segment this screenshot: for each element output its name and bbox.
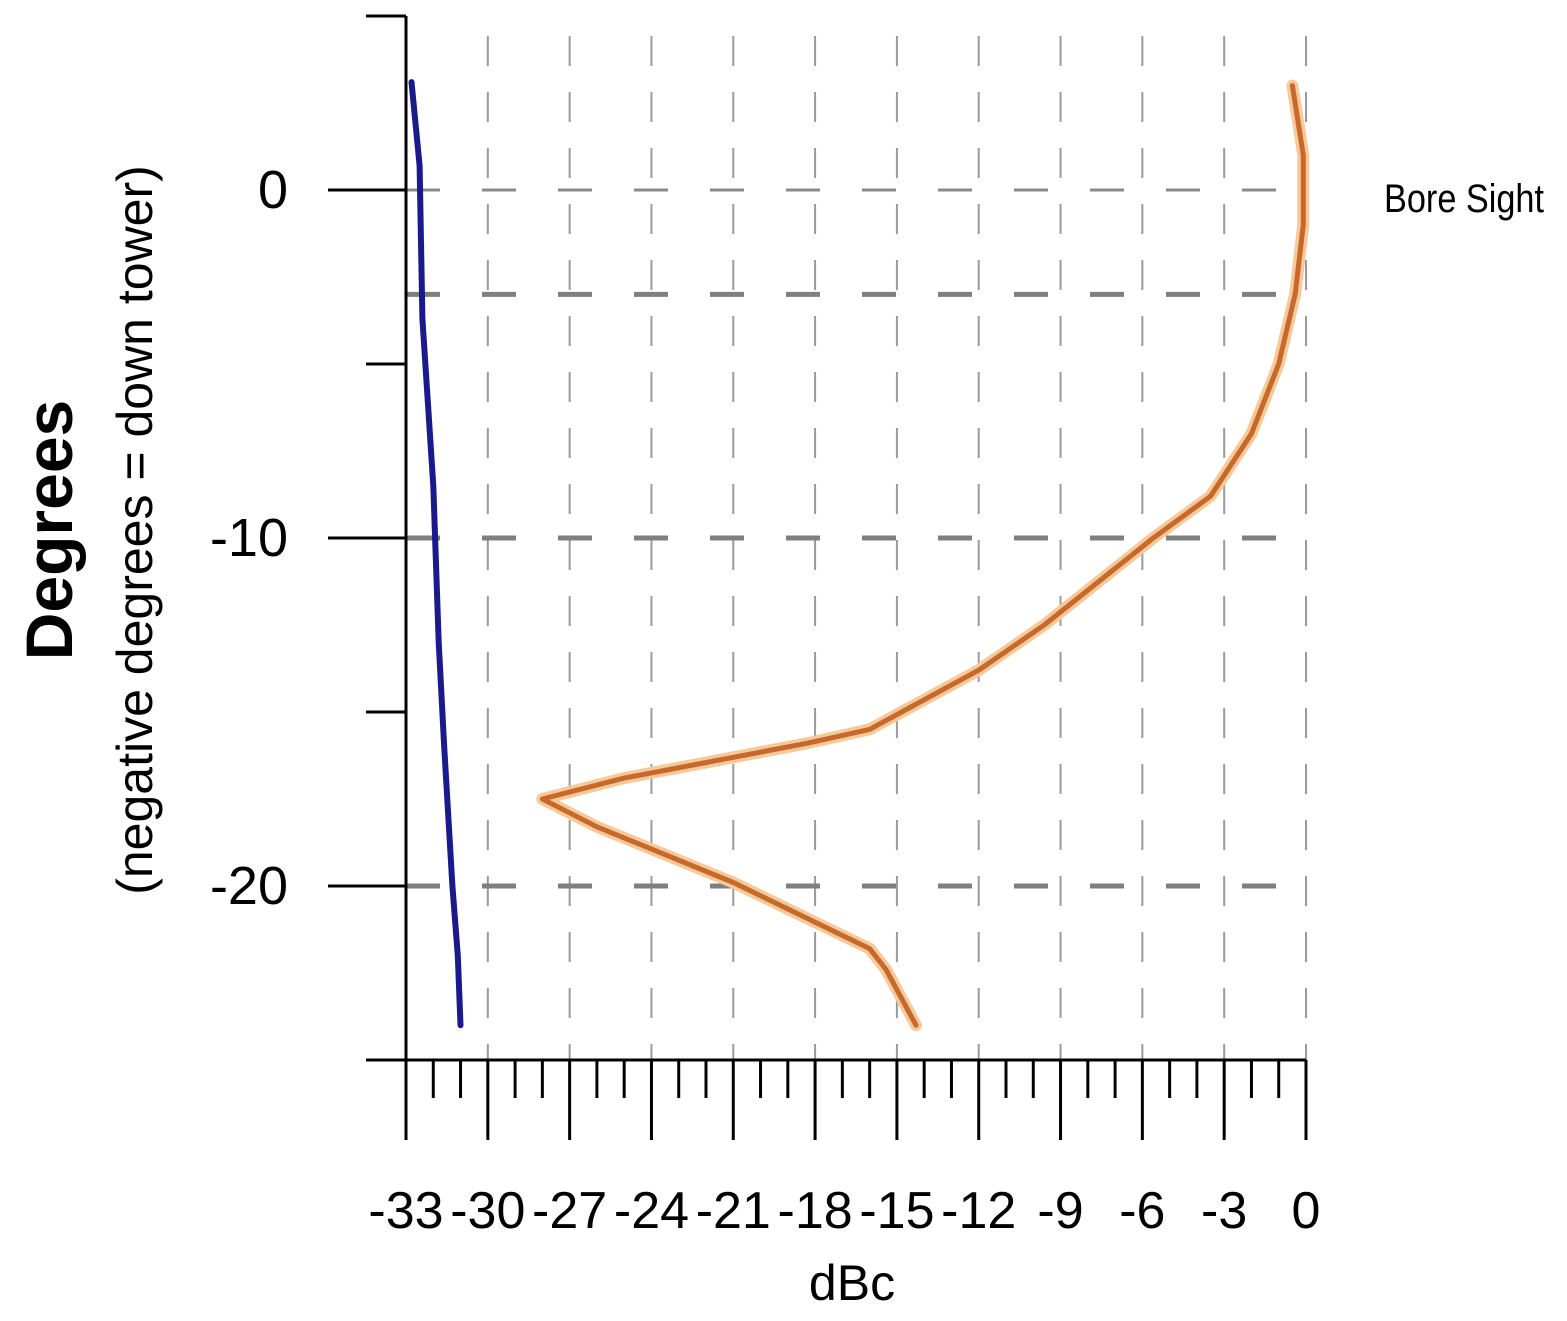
x-tick-label: -6 bbox=[1119, 1182, 1165, 1240]
y-tick-label: 0 bbox=[258, 160, 288, 220]
x-tick-label: -21 bbox=[696, 1182, 771, 1240]
x-tick-label: -12 bbox=[941, 1182, 1016, 1240]
x-tick-label: -3 bbox=[1201, 1182, 1247, 1240]
x-tick-label: -24 bbox=[614, 1182, 689, 1240]
y-tick-label: -10 bbox=[210, 508, 288, 568]
y-axis-sublabel: (negative degrees = down tower) bbox=[107, 165, 163, 895]
x-tick-label: 0 bbox=[1292, 1182, 1321, 1240]
x-tick-label: -15 bbox=[859, 1182, 934, 1240]
y-axis-label: Degrees bbox=[12, 400, 86, 661]
x-tick-label: -33 bbox=[368, 1182, 443, 1240]
x-tick-label: -18 bbox=[778, 1182, 853, 1240]
x-axis-label: dBc bbox=[809, 1255, 895, 1311]
x-tick-label: -30 bbox=[450, 1182, 525, 1240]
y-tick-label: -20 bbox=[210, 856, 288, 916]
x-tick-label: -9 bbox=[1037, 1182, 1083, 1240]
bore-sight-annotation: Bore Sight bbox=[1384, 177, 1544, 221]
x-tick-label: -27 bbox=[532, 1182, 607, 1240]
